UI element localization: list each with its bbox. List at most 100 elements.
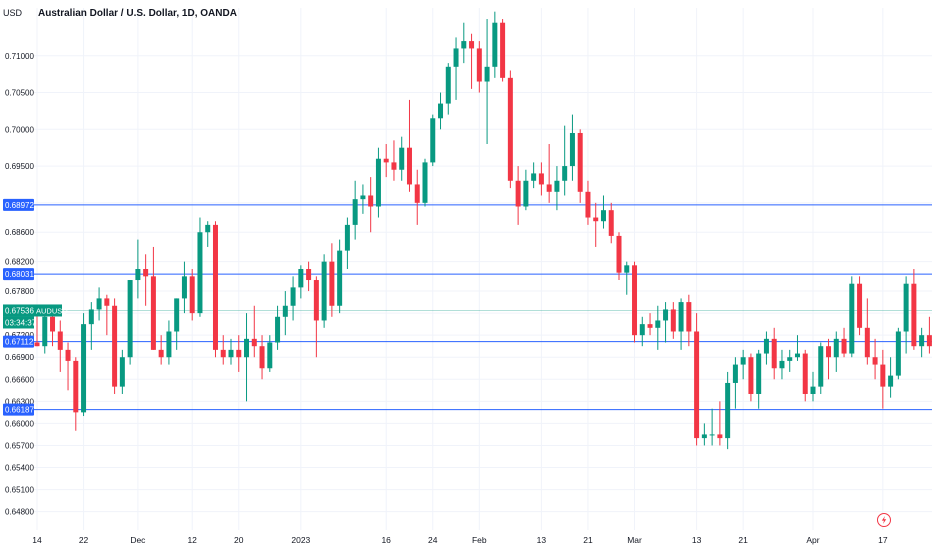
x-tick-label: 13 — [692, 535, 702, 545]
candle-body-up — [197, 232, 202, 313]
candle-body-down — [539, 173, 544, 184]
candle-body-up — [322, 262, 327, 321]
candle-body-up — [492, 23, 497, 67]
candle[interactable] — [322, 254, 327, 328]
candle-body-up — [97, 298, 102, 309]
candle-body-up — [81, 324, 86, 412]
candle-body-down — [694, 331, 699, 438]
y-tick-label: 0.69500 — [5, 162, 34, 171]
candle-body-up — [446, 67, 451, 104]
candle-body-up — [337, 251, 342, 306]
candle-body-down — [772, 339, 777, 368]
candle-body-up — [756, 354, 761, 394]
candle-body-down — [927, 335, 932, 346]
candle[interactable] — [500, 19, 505, 81]
candle-body-up — [283, 306, 288, 317]
candle-body-down — [578, 133, 583, 192]
candle[interactable] — [818, 343, 823, 394]
candle-body-down — [159, 350, 164, 357]
candle-body-up — [120, 357, 125, 386]
x-tick-label: 13 — [537, 535, 547, 545]
candle[interactable] — [213, 221, 218, 357]
candle-body-down — [314, 280, 319, 320]
x-tick-label: 22 — [79, 535, 89, 545]
candle-body-up — [345, 225, 350, 251]
candle[interactable] — [725, 372, 730, 449]
candle[interactable] — [190, 269, 195, 320]
candle-body-up — [485, 67, 490, 82]
candle-body-down — [50, 317, 55, 332]
candle-body-down — [857, 284, 862, 328]
candle-body-down — [151, 276, 156, 350]
x-tick-label: 20 — [234, 535, 244, 545]
candle[interactable] — [337, 240, 342, 314]
symbol-tag-text: AUDUSD — [36, 306, 68, 315]
candle[interactable] — [803, 350, 808, 401]
candle-body-up — [461, 41, 466, 48]
candle[interactable] — [112, 298, 117, 394]
candle-body-down — [477, 48, 482, 81]
candle-body-up — [818, 346, 823, 386]
candle[interactable] — [128, 280, 133, 365]
level-label-text: 0.66187 — [5, 406, 34, 415]
candle-body-down — [547, 184, 552, 191]
candle-body-down — [671, 309, 676, 331]
candle-body-up — [291, 287, 296, 305]
candle-body-down — [500, 23, 505, 78]
candle[interactable] — [430, 115, 435, 166]
x-tick-label: 21 — [738, 535, 748, 545]
candle-body-down — [143, 269, 148, 276]
candle-body-up — [562, 166, 567, 181]
y-tick-label: 0.65400 — [5, 464, 34, 473]
candle-body-down — [648, 324, 653, 328]
level-label-text: 0.68031 — [5, 270, 34, 279]
candle[interactable] — [81, 313, 86, 416]
x-tick-label: 14 — [32, 535, 42, 545]
candle[interactable] — [632, 262, 637, 343]
candle-body-down — [632, 265, 637, 335]
candle-body-up — [423, 162, 428, 202]
lightning-icon[interactable] — [878, 514, 891, 527]
candle-body-down — [213, 225, 218, 350]
candle-body-down — [748, 357, 753, 394]
candle-body-up — [229, 350, 234, 357]
candle-body-down — [260, 346, 265, 368]
x-tick-label: Dec — [130, 535, 146, 545]
countdown-text: 03:34:37 — [5, 318, 37, 327]
candle-body-up — [624, 265, 629, 272]
candle-body-down — [911, 284, 916, 346]
x-tick-label: 24 — [428, 535, 438, 545]
candle-body-up — [376, 159, 381, 207]
candle-body-down — [252, 339, 257, 346]
candle-body-up — [128, 280, 133, 357]
candle-body-up — [570, 133, 575, 166]
candle[interactable] — [423, 159, 428, 207]
candle-body-down — [469, 41, 474, 48]
chart-title: Australian Dollar / U.S. Dollar, 1D, OAN… — [38, 8, 237, 19]
y-tick-label: 0.68600 — [5, 228, 34, 237]
y-tick-label: 0.66900 — [5, 353, 34, 362]
candle-body-up — [267, 343, 272, 369]
candle-body-up — [523, 181, 528, 207]
candle-body-down — [221, 350, 226, 357]
candle-body-up — [733, 365, 738, 383]
candle-body-down — [865, 328, 870, 357]
candle[interactable] — [694, 313, 699, 445]
candle-body-down — [112, 306, 117, 387]
y-tick-label: 0.65100 — [5, 486, 34, 495]
x-tick-label: 21 — [583, 535, 593, 545]
candle-body-down — [842, 339, 847, 354]
candle[interactable] — [578, 129, 583, 203]
candle[interactable] — [197, 218, 202, 317]
candle[interactable] — [849, 276, 854, 357]
candle-body-up — [663, 309, 668, 320]
candle[interactable] — [857, 276, 862, 335]
candle-body-up — [360, 195, 365, 199]
candle-body-up — [42, 317, 47, 346]
y-tick-label: 0.70000 — [5, 125, 34, 134]
candle[interactable] — [896, 328, 901, 379]
candle-body-down — [66, 350, 71, 361]
candle-body-up — [554, 181, 559, 192]
candle[interactable] — [508, 70, 513, 188]
